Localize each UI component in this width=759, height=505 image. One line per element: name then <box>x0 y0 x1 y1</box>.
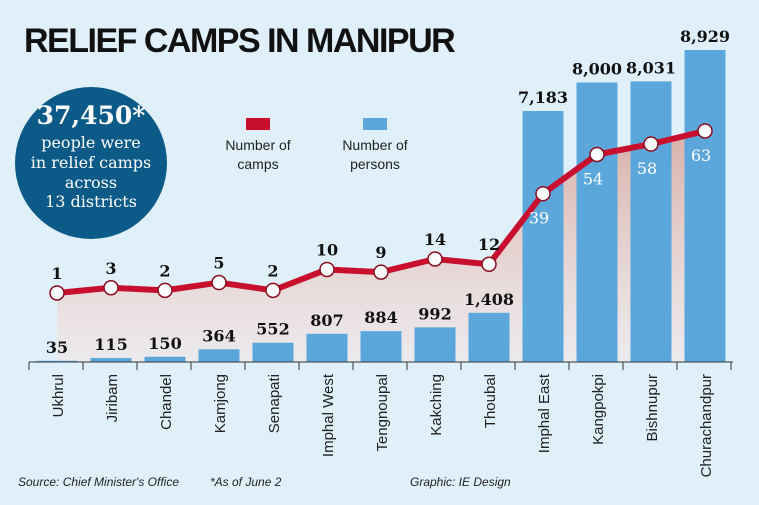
bar-kamjong <box>198 349 240 362</box>
camps-point <box>211 274 227 291</box>
camps-label: 5 <box>213 254 224 273</box>
camps-point <box>535 185 551 202</box>
x-tick-label: Tengnoupal <box>374 374 391 452</box>
legend-label-persons-1: Number of <box>342 137 407 153</box>
camps-label: 3 <box>105 259 116 278</box>
callout-circle: 37,450* people were in relief camps acro… <box>15 87 167 239</box>
date-note: *As of June 2 <box>210 475 282 489</box>
legend: Number of camps Number of persons <box>225 118 408 172</box>
camps-point <box>103 280 119 296</box>
bar-label: 150 <box>148 334 181 353</box>
legend-label-camps-2: camps <box>237 156 278 172</box>
bar-label: 807 <box>310 311 343 330</box>
camps-label: 58 <box>637 159 657 178</box>
bar-bishnupur <box>630 81 672 362</box>
camps-point <box>697 123 713 139</box>
chart-title: RELIEF CAMPS IN MANIPUR <box>24 22 455 60</box>
legend-label-persons-2: persons <box>350 156 400 172</box>
camps-point <box>157 282 173 299</box>
bar-kakching <box>414 327 456 362</box>
callout-line4: 13 districts <box>45 192 137 211</box>
callout-line1: people were <box>41 133 141 152</box>
x-tick-label: Imphal East <box>536 373 553 453</box>
bar-tengnoupal <box>360 331 402 362</box>
callout-background <box>15 87 167 239</box>
bar-label: 115 <box>94 335 127 354</box>
credit-note: Graphic: IE Design <box>410 475 511 489</box>
x-tick-label: Kangpokpi <box>590 374 607 445</box>
camps-label: 39 <box>529 209 549 228</box>
bar-label: 8,031 <box>626 58 676 77</box>
bar-label: 884 <box>364 308 397 327</box>
camps-point <box>481 256 497 272</box>
bar-label: 992 <box>418 304 451 323</box>
camps-label: 9 <box>375 243 386 262</box>
callout-number: 37,450* <box>37 101 146 130</box>
bar-label: 8,929 <box>680 27 730 46</box>
camps-point <box>319 261 335 278</box>
x-tick-label: Ukhrul <box>50 374 67 417</box>
camps-label: 14 <box>424 230 446 249</box>
bar-imphal-west <box>306 333 348 362</box>
bar-ukhrul <box>36 360 78 362</box>
bar-kangpokpi <box>576 82 618 362</box>
source-note: Source: Chief Minister's Office <box>18 475 179 489</box>
bar-label: 364 <box>202 326 235 345</box>
bar-churachandpur <box>684 50 726 362</box>
callout-line2: in relief camps <box>31 153 151 172</box>
camps-point <box>427 251 443 267</box>
camps-label: 63 <box>691 146 711 165</box>
x-tick-label: Jiribam <box>104 374 121 422</box>
x-tick-label: Churachandpur <box>698 374 715 477</box>
callout-line3: across <box>65 173 117 192</box>
camps-label: 1 <box>51 264 62 283</box>
bar-label: 1,408 <box>464 290 514 309</box>
camps-point <box>265 282 281 299</box>
bar-thoubal <box>468 312 510 362</box>
bar-chandel <box>144 356 186 362</box>
x-tick-label: Chandel <box>158 374 175 430</box>
x-tick-label: Senapati <box>266 374 283 433</box>
camps-label: 2 <box>159 261 170 280</box>
camps-point <box>373 264 389 280</box>
x-tick-label: Bishnupur <box>644 374 661 442</box>
bar-label: 35 <box>46 338 68 357</box>
bar-label: 8,000 <box>572 59 622 78</box>
bar-imphal-east <box>522 111 564 362</box>
camps-point <box>49 285 65 301</box>
bar-senapati <box>252 342 294 362</box>
bar-label: 7,183 <box>518 88 568 107</box>
camps-label: 54 <box>583 169 603 188</box>
camps-label: 12 <box>478 235 500 254</box>
x-tick-label: Kakching <box>428 374 445 436</box>
legend-swatch-persons <box>363 118 387 130</box>
camps-point <box>643 136 659 152</box>
x-tick-label: Imphal West <box>320 373 337 457</box>
x-tick-label: Thoubal <box>482 374 499 428</box>
legend-swatch-camps <box>246 118 270 130</box>
camps-label: 10 <box>316 240 338 259</box>
x-tick-label: Kamjong <box>212 374 229 433</box>
camps-label: 2 <box>267 261 278 280</box>
bar-label: 552 <box>256 320 289 339</box>
legend-label-camps-1: Number of <box>225 137 290 153</box>
bar-jiribam <box>90 357 132 362</box>
camps-point <box>589 146 605 163</box>
